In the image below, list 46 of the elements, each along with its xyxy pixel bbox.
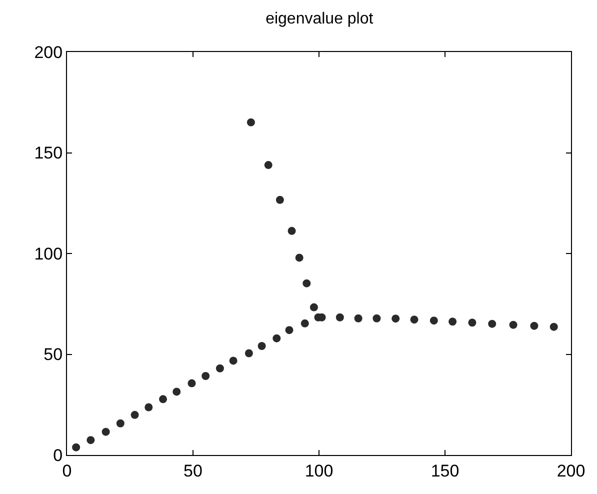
point [216, 364, 224, 372]
point [229, 356, 238, 365]
x-tick-label: 50 [184, 461, 202, 480]
point [448, 318, 457, 326]
point [130, 410, 139, 419]
point [188, 379, 196, 388]
point [295, 254, 304, 262]
point [258, 342, 266, 350]
y-tick-label: 50 [44, 345, 63, 364]
point [372, 314, 381, 322]
point [102, 428, 110, 436]
point [172, 388, 181, 396]
point [310, 303, 318, 312]
point [285, 326, 294, 334]
point [509, 320, 518, 329]
x-tick-label: 200 [556, 461, 586, 480]
y-tick-label: 100 [34, 244, 63, 264]
x-tick-label: 100 [304, 461, 334, 480]
point [116, 419, 124, 428]
point [530, 322, 538, 330]
point [244, 349, 253, 358]
point [336, 313, 344, 322]
chart-title: eigenvalue plot [266, 10, 374, 28]
y-tick-label: 0 [53, 446, 63, 465]
point [392, 314, 400, 323]
point [86, 436, 95, 444]
y-tick-label: 200 [34, 42, 63, 62]
point [354, 314, 362, 322]
point [202, 372, 210, 380]
point [246, 118, 255, 126]
point [276, 196, 284, 204]
point [550, 322, 558, 331]
point [288, 226, 296, 235]
point [302, 279, 311, 288]
point [300, 319, 309, 328]
point [430, 316, 438, 325]
y-tick-label: 150 [34, 144, 63, 163]
point [468, 318, 476, 327]
x-tick-label: 150 [430, 461, 460, 480]
point [264, 161, 272, 170]
point [488, 320, 496, 328]
point [144, 403, 153, 412]
point [410, 316, 418, 324]
point [159, 395, 168, 404]
point [272, 334, 281, 342]
point [72, 443, 80, 452]
